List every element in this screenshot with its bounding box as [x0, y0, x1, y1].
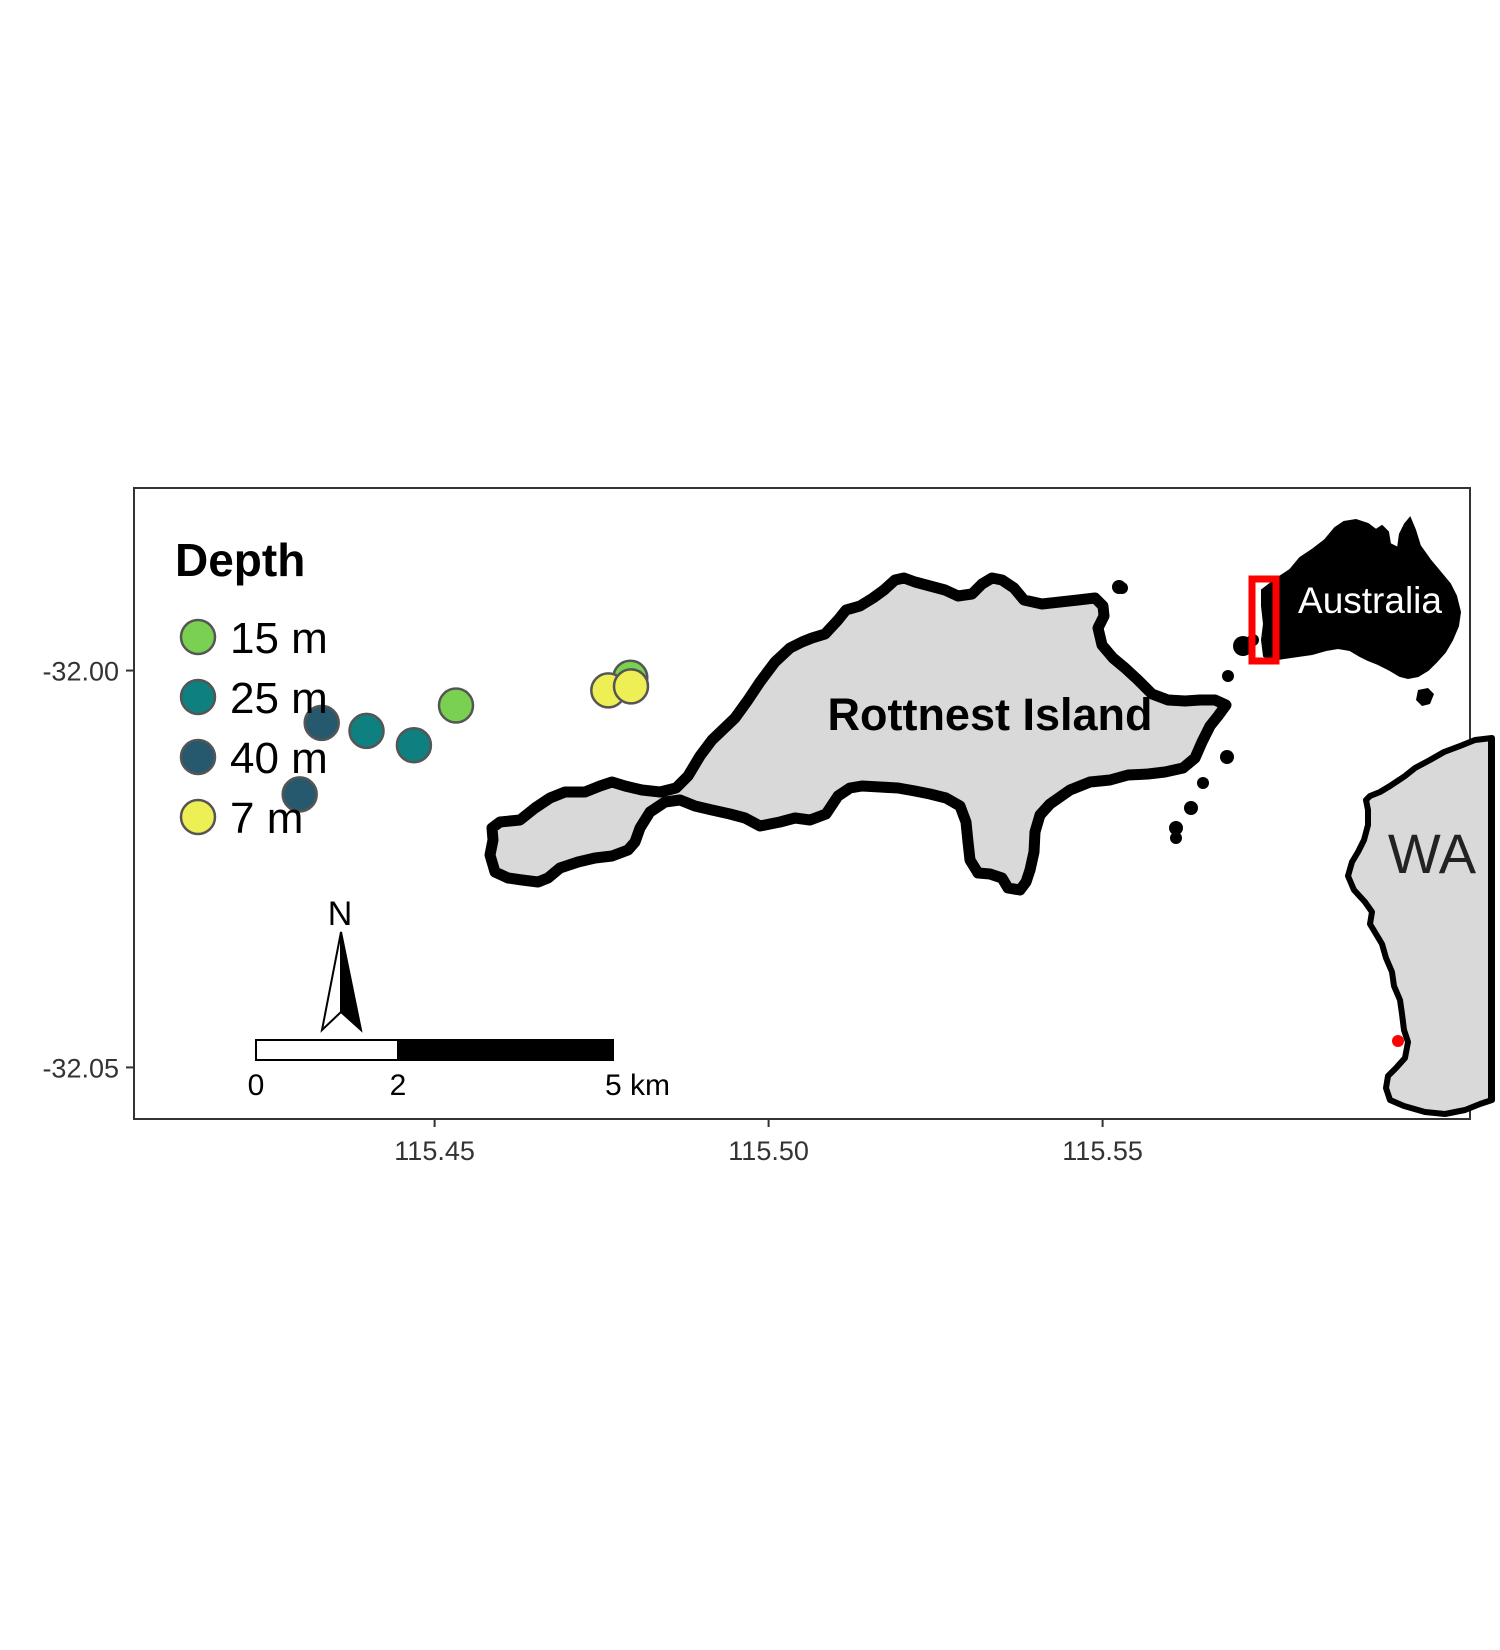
rottnest-island-shape: [484, 572, 1232, 896]
legend-key-0: [179, 618, 217, 656]
scale-label-2: 2: [390, 1069, 407, 1102]
legend-key-2: [179, 738, 217, 776]
x-tick-label-1: 115.50: [728, 1136, 809, 1166]
rottnest-location-dot: [1392, 1035, 1404, 1047]
data-point-0-0: [437, 687, 475, 724]
y-tick-label-0: -32.00: [42, 657, 119, 687]
scale-bar-black-segment: [397, 1039, 614, 1061]
scale-label-5km: 5 km: [605, 1069, 670, 1102]
north-arrow-label: N: [328, 895, 353, 933]
australia-inset-shape: [1260, 516, 1462, 680]
inset-highlight-box: [1248, 575, 1280, 665]
scale-bar-white-segment: [255, 1039, 399, 1061]
data-point-1-1: [395, 726, 433, 764]
y-tick-label-1: -32.05: [42, 1053, 119, 1083]
scale-bar: 0 2 5 km: [248, 1039, 670, 1102]
data-points: [281, 659, 650, 813]
data-point-3-1: [612, 668, 650, 705]
axes: 115.45 115.50 115.55 -32.00 -32.05: [42, 657, 1142, 1166]
legend-label-1: 25 m: [230, 674, 328, 723]
wa-label: WA: [1388, 822, 1477, 885]
legend-key-3: [179, 798, 217, 836]
tasmania-shape: [1416, 688, 1434, 706]
x-tick-label-2: 115.55: [1062, 1136, 1143, 1166]
rottnest-island-label: Rottnest Island: [827, 689, 1152, 740]
legend-title: Depth: [175, 534, 305, 586]
x-tick-label-0: 115.45: [394, 1136, 475, 1166]
australia-label: Australia: [1298, 580, 1442, 621]
data-point-1-0: [348, 712, 385, 750]
north-arrow: N: [320, 895, 363, 1033]
legend-label-2: 40 m: [230, 734, 328, 783]
legend-label-3: 7 m: [230, 794, 303, 843]
wa-inset-shape: [1345, 735, 1495, 1117]
legend-label-0: 15 m: [230, 614, 328, 663]
scale-label-0: 0: [248, 1069, 265, 1102]
legend: 15 m 25 m 40 m 7 m: [179, 614, 328, 843]
north-arrow-right-half: [340, 931, 363, 1033]
data-point-2-1: [281, 776, 318, 813]
legend-key-1: [179, 678, 217, 716]
data-point-2-0: [303, 704, 340, 742]
